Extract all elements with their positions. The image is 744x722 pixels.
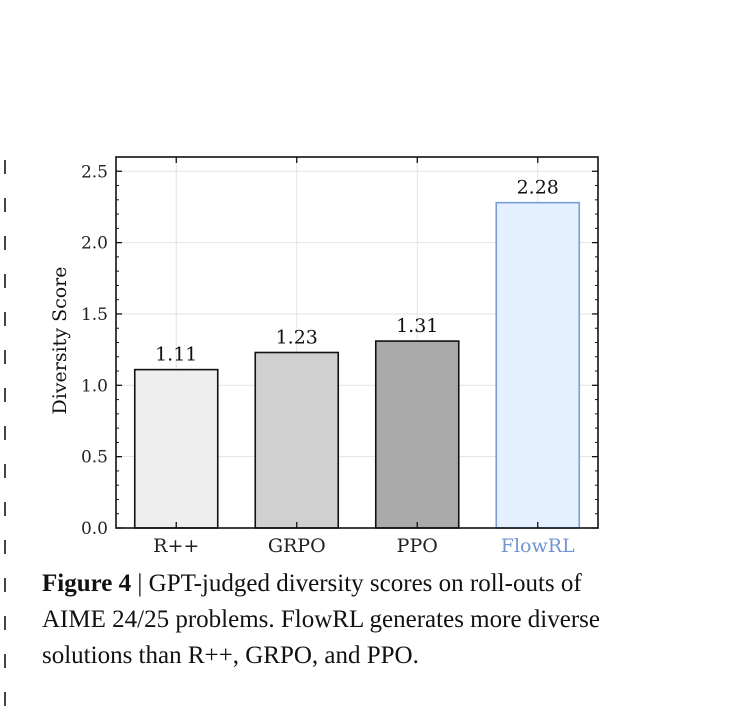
y-axis-label: Diversity Score — [49, 266, 71, 414]
margin-text-fragment — [4, 540, 6, 554]
margin-text-fragment — [4, 160, 6, 174]
bar-grpo — [254, 351, 340, 529]
y-tick-label: 1.5 — [81, 305, 108, 325]
margin-text-fragment — [4, 654, 6, 668]
margin-text-fragment — [4, 578, 6, 592]
caption-figure-label: Figure 4 — [42, 570, 132, 597]
chart-labels: 0.0 0.5 1.0 1.5 2.0 2.5 1.11 R++ 1.23 GRPO 1.31 PPO… — [81, 162, 575, 557]
bar-data-label: 1.31 — [396, 315, 438, 337]
caption-text: GPT-judged diversity scores on roll-outs… — [42, 570, 600, 669]
margin-text-fragment — [4, 236, 6, 250]
x-tick-label: PPO — [397, 535, 438, 557]
figure-caption: Figure 4 | GPT-judged diversity scores o… — [42, 566, 622, 674]
margin-text-fragment — [4, 198, 6, 212]
bar-data-label: 1.23 — [276, 326, 318, 348]
y-tick-label: 2.0 — [81, 234, 108, 254]
x-tick-label: GRPO — [268, 535, 326, 557]
bar-r — [133, 368, 219, 529]
bar-data-label: 2.28 — [517, 177, 559, 199]
x-tick-label: R++ — [153, 535, 199, 557]
bar-ppo — [374, 340, 460, 529]
margin-text-fragment — [4, 388, 6, 402]
margin-text-fragment — [4, 692, 6, 706]
caption-separator: | — [131, 570, 149, 597]
y-tick-label: 1.0 — [81, 376, 108, 396]
bars — [133, 201, 581, 529]
margin-text-fragment — [4, 616, 6, 630]
bar-flowrl — [495, 201, 581, 529]
y-tick-label: 2.5 — [81, 162, 108, 182]
margin-text-fragment — [4, 312, 6, 326]
margin-text-fragment — [4, 426, 6, 440]
bar-data-label: 1.11 — [155, 344, 197, 366]
x-tick-label: FlowRL — [501, 535, 575, 557]
y-tick-label: 0.5 — [81, 448, 108, 468]
left-margin-artifacts — [0, 150, 14, 722]
margin-text-fragment — [4, 464, 6, 478]
y-tick-label: 0.0 — [81, 519, 108, 539]
margin-text-fragment — [4, 502, 6, 516]
margin-text-fragment — [4, 274, 6, 288]
margin-text-fragment — [4, 350, 6, 364]
plot-frame — [115, 156, 599, 529]
